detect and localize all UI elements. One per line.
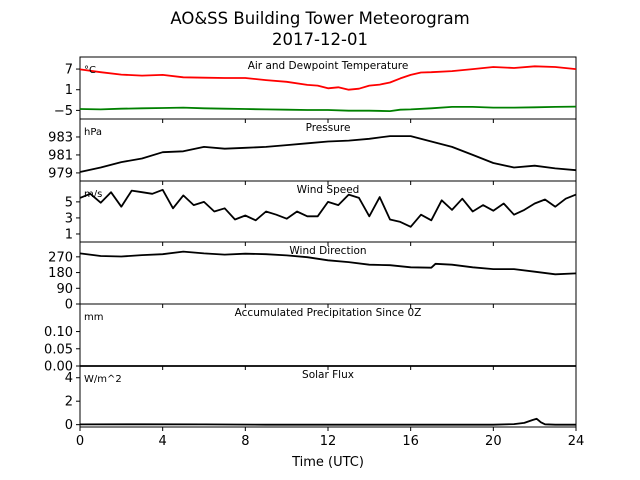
panel-2: 983 981 979 Pressure hPa <box>48 118 577 185</box>
figure-subtitle: 2017-12-01 <box>272 30 368 49</box>
unit-label: °C <box>84 65 96 76</box>
series-line-1 <box>79 417 576 426</box>
y-tick-label: 4 <box>65 371 73 386</box>
panel-title: Wind Speed <box>297 184 360 196</box>
y-tick-label: 0.10 <box>44 325 73 340</box>
panels: 7 1 −5 Air and Dewpoint Temperature °C 983 981… <box>44 56 585 449</box>
x-axis-label: Time (UTC) <box>291 455 364 470</box>
y-tick-label: 1 <box>65 227 73 242</box>
y-tick-label: 90 <box>56 282 73 297</box>
y-tick-label: 7 <box>65 63 73 78</box>
x-tick-label: 4 <box>159 434 167 449</box>
y-tick-label: 2 <box>65 395 73 410</box>
x-tick-label: 12 <box>320 434 337 449</box>
x-tick-label: 20 <box>485 434 502 449</box>
panel-5: 0.10 0.05 0.00 Accumulated Precipitation Si… <box>44 303 577 375</box>
unit-label: hPa <box>84 127 102 138</box>
y-tick-label: 270 <box>48 250 73 265</box>
series-line-1 <box>79 65 577 91</box>
unit-label: m/s <box>84 189 102 200</box>
y-tick-label: 981 <box>48 148 73 163</box>
y-tick-label: 180 <box>48 266 73 281</box>
x-tick-label: 24 <box>568 434 585 449</box>
panel-title: Accumulated Precipitation Since 0Z <box>235 307 422 319</box>
x-tick-label: 16 <box>402 434 419 449</box>
series-line-2 <box>79 105 577 112</box>
panel-3: 531 Wind Speed m/s <box>65 180 577 246</box>
y-tick-label: 0.05 <box>44 342 73 357</box>
panel-1: 7 1 −5 Air and Dewpoint Temperature °C <box>54 56 577 123</box>
series-line-1 <box>79 135 577 173</box>
y-tick-label: 1 <box>65 83 73 98</box>
x-tick-label: 0 <box>76 434 84 449</box>
series-line-1 <box>79 188 577 228</box>
y-tick-label: 0 <box>65 418 73 433</box>
y-tick-label: 979 <box>48 166 73 181</box>
y-tick-label: 983 <box>48 130 73 145</box>
y-tick-label: 5 <box>65 195 73 210</box>
y-tick-label: 0.00 <box>44 360 73 375</box>
figure-title: AO&SS Building Tower Meteorogram <box>170 9 469 28</box>
series-line-1 <box>79 250 577 276</box>
unit-label: mm <box>84 312 103 323</box>
panel-title: Pressure <box>306 122 351 134</box>
panel-title: Solar Flux <box>302 369 354 381</box>
y-tick-label: 0 <box>65 298 73 313</box>
panel-title: Wind Direction <box>289 245 366 257</box>
y-tick-label: −5 <box>54 104 73 119</box>
y-tick-label: 3 <box>65 211 73 226</box>
panel-title: Air and Dewpoint Temperature <box>248 60 409 72</box>
x-tick-label: 8 <box>241 434 249 449</box>
unit-label: W/m^2 <box>84 374 122 385</box>
